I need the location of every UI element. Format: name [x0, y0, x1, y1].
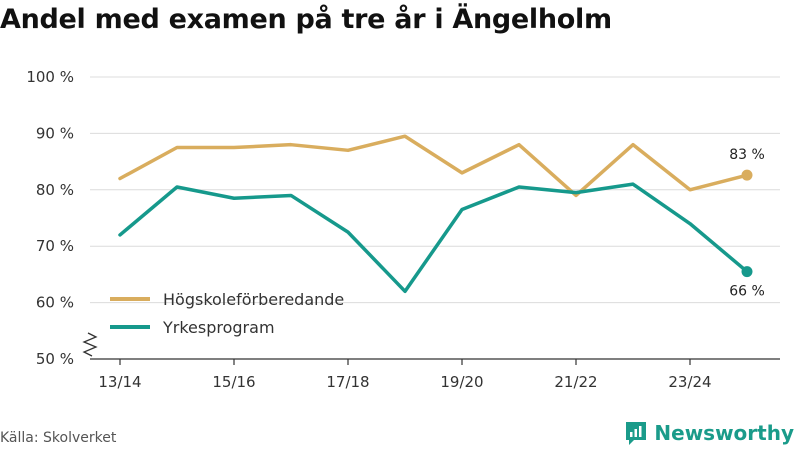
newsworthy-logo-icon	[626, 422, 647, 445]
line-chart: 50 % 60 % 70 % 80 % 90 % 100 % 13/14 15/16 17/18…	[26, 68, 780, 391]
x-tick-label: 19/20	[440, 373, 483, 391]
y-tick-label: 60 %	[36, 294, 74, 312]
axes: 50 % 60 % 70 % 80 % 90 % 100 % 13/14 15/16 17/18…	[26, 68, 780, 391]
y-tick-label: 70 %	[36, 237, 74, 255]
y-tick-label: 100 %	[26, 68, 74, 86]
end-point-marker	[741, 169, 753, 181]
legend: Högskoleförberedande Yrkesprogram	[110, 290, 344, 337]
y-tick-label: 90 %	[36, 124, 74, 142]
x-tick-label: 17/18	[326, 373, 369, 391]
x-tick-label: 21/22	[554, 373, 597, 391]
end-value-label: 83 %	[729, 147, 765, 163]
end-value-label: 66 %	[729, 284, 765, 300]
x-tick-label: 15/16	[212, 373, 255, 391]
y-tick-label: 50 %	[36, 350, 74, 368]
legend-label: Yrkesprogram	[162, 318, 275, 337]
chart-title: Andel med examen på tre år i Ängelholm	[0, 4, 612, 35]
end-point-marker	[741, 266, 753, 278]
x-tick-label: 13/14	[98, 373, 141, 391]
brand-logo: Newsworthy	[624, 420, 794, 446]
y-tick-label: 80 %	[36, 181, 74, 199]
series-lines: 83 % 66 %	[118, 134, 765, 300]
axis-break-icon	[82, 332, 98, 357]
brand-name: Newsworthy	[654, 421, 794, 445]
series-line	[118, 182, 749, 294]
legend-label: Högskoleförberedande	[163, 290, 344, 309]
source-note: Källa: Skolverket	[0, 430, 117, 446]
series-line	[118, 134, 749, 198]
x-tick-label: 23/24	[668, 373, 711, 391]
